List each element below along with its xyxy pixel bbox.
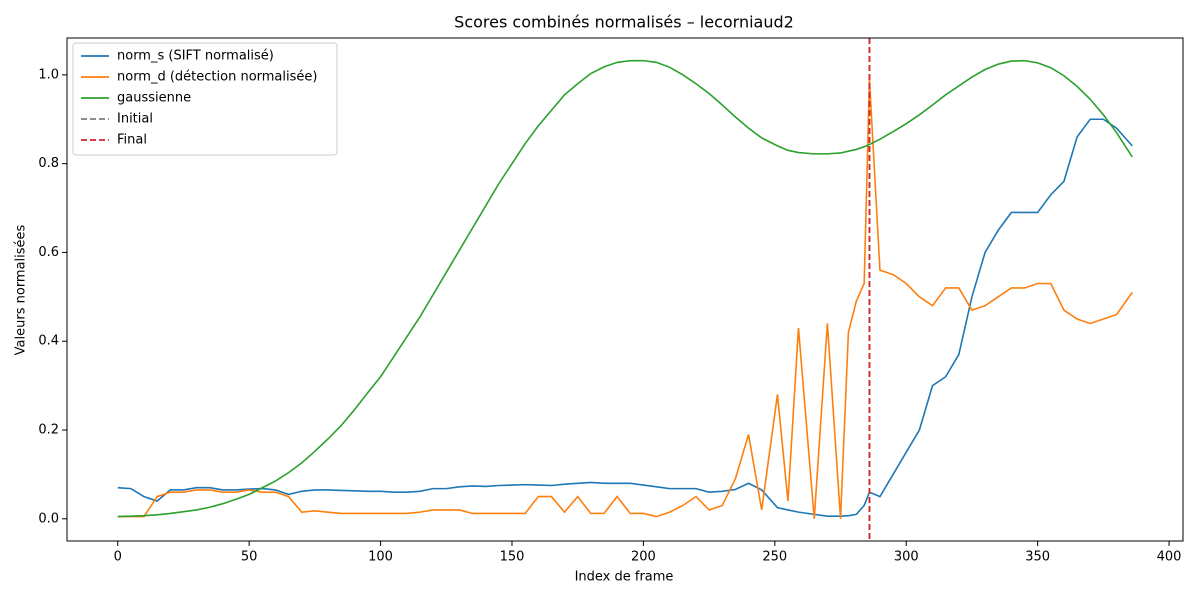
x-tick-label: 50 (241, 550, 258, 565)
x-axis-label: Index de frame (575, 570, 674, 585)
y-tick-label: 0.6 (38, 245, 59, 260)
legend-label: Final (117, 133, 147, 148)
x-tick-label: 150 (500, 550, 525, 565)
y-axis-label: Valeurs normalisées (14, 224, 29, 355)
y-tick-label: 1.0 (38, 67, 59, 82)
x-tick-label: 250 (762, 550, 787, 565)
legend-label: gaussienne (117, 91, 191, 106)
line-series (117, 118, 1133, 517)
y-tick-label: 0.2 (38, 423, 59, 438)
y-tick-label: 0.8 (38, 156, 59, 171)
plot-frame (66, 37, 1184, 542)
x-tick-label: 100 (368, 550, 393, 565)
legend-label: Initial (117, 112, 153, 127)
line-series (117, 79, 1133, 519)
x-tick-label: 350 (1025, 550, 1050, 565)
chart-title: Scores combinés normalisés – lecorniaud2 (454, 13, 794, 32)
x-tick-label: 0 (114, 550, 122, 565)
x-tick-label: 400 (1157, 550, 1182, 565)
y-tick-label: 0.0 (38, 511, 59, 526)
legend-label: norm_s (SIFT normalisé) (117, 49, 274, 64)
legend-box (72, 42, 338, 156)
legend-label: norm_d (détection normalisée) (117, 70, 317, 85)
line-series (117, 59, 1133, 518)
x-tick-label: 300 (894, 550, 919, 565)
y-tick-label: 0.4 (38, 334, 59, 349)
x-tick-label: 200 (631, 550, 656, 565)
